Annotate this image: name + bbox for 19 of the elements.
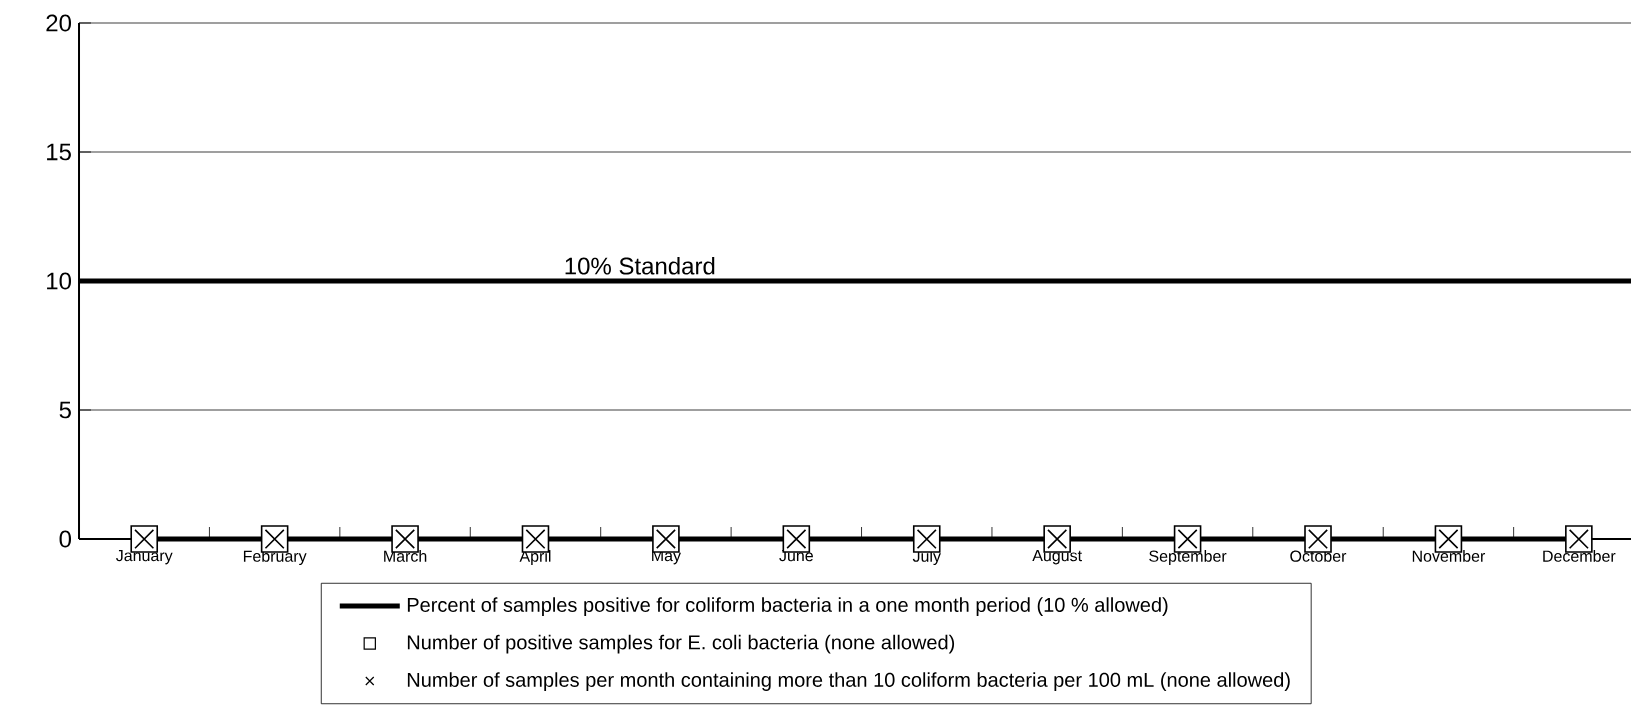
x-tick-label: March [384,550,427,562]
y-tick-label: 10 [47,272,72,290]
legend-label: Number of positive samples for E. coli bacteria (none allowed) [407,634,955,654]
x-tick-label: April [519,550,551,565]
ref-line-label: 10% Standard [565,256,715,275]
x-tick-label: December [1543,550,1616,562]
x-tick-label: June [779,550,813,562]
x-tick-label: November [1412,550,1486,562]
legend-label: Percent of samples positive for coliform bacteria in a one month period (10 % allowed) [407,597,1168,616]
y-tick-label: 0 [59,530,72,548]
x-tick-label: October [1290,550,1347,562]
x-tick-label: January [116,550,173,565]
y-tick-label: 20 [46,14,72,32]
legend-label: Number of samples per month containing more than 10 coliform bacteria per 100 mL (none allowed) [407,672,1290,691]
y-tick-label: 5 [59,401,71,419]
y-tick-label: 15 [47,143,71,161]
x-tick-label: February [243,550,307,565]
x-tick-label: August [1032,550,1082,565]
x-tick-label: September [1149,550,1227,565]
